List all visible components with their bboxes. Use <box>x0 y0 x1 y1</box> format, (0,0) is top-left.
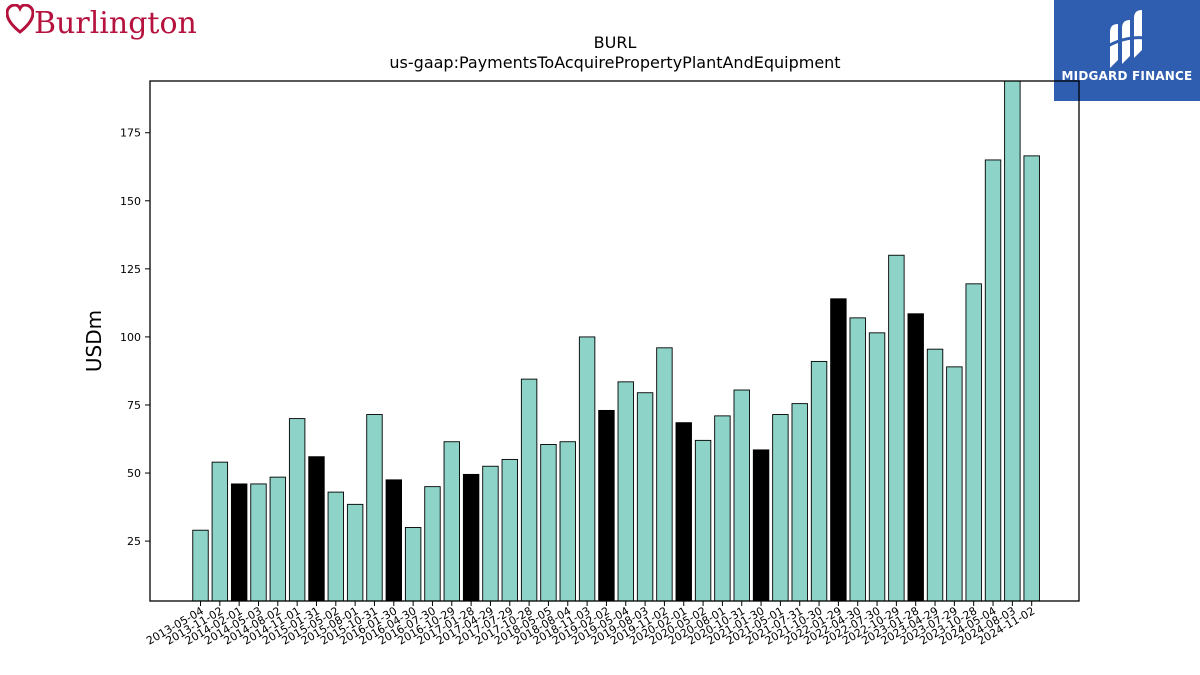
bar-2022-10-29 <box>888 254 905 602</box>
bar-2016-10-29 <box>443 441 460 602</box>
midgard-finance-logo-text: MIDGARD FINANCE <box>1061 69 1193 83</box>
burlington-logo-text: Burlington <box>34 6 197 41</box>
bar-2021-01-30 <box>752 449 770 602</box>
bar-2015-05-02 <box>327 491 345 602</box>
midgard-mark-icon <box>1107 10 1147 68</box>
bar-2021-07-31 <box>791 403 808 602</box>
bar-2021-05-01 <box>772 414 789 602</box>
bar-2019-02-02 <box>598 409 615 602</box>
y-tick-label: 125 <box>120 263 141 276</box>
heart-icon <box>6 4 34 34</box>
bar-2013-11-02 <box>211 461 229 602</box>
y-tick-label: 50 <box>127 467 141 480</box>
bar-2024-11-02 <box>1023 155 1040 602</box>
bar-2018-11-03 <box>578 336 596 602</box>
y-tick-label: 25 <box>127 535 141 548</box>
bar-2023-04-29 <box>926 348 944 602</box>
bar-2015-01-31 <box>308 456 325 602</box>
midgard-finance-logo: MIDGARD FINANCE <box>1054 0 1200 101</box>
bar-2018-08-04 <box>559 441 576 602</box>
y-tick-label: 75 <box>127 399 141 412</box>
bars-group <box>192 80 1040 602</box>
bar-2014-02-01 <box>230 483 248 602</box>
bar-2014-08-02 <box>269 476 287 602</box>
bar-2014-11-01 <box>288 418 306 602</box>
bar-2016-04-30 <box>404 527 422 602</box>
bar-2019-11-02 <box>656 347 673 602</box>
bar-2021-10-30 <box>810 360 828 602</box>
bar-2013-05-04 <box>192 529 209 602</box>
bar-2020-05-02 <box>694 439 712 602</box>
bar-2023-01-28 <box>907 313 924 602</box>
chart-subtitle: us-gaap:PaymentsToAcquirePropertyPlantAn… <box>389 53 840 72</box>
bar-2020-02-01 <box>675 422 692 602</box>
bar-2014-05-03 <box>250 483 267 602</box>
bar-2017-07-29 <box>501 458 518 602</box>
y-tick-label: 100 <box>120 331 141 344</box>
chart-title: BURL <box>594 33 637 52</box>
bar-2017-10-28 <box>520 378 538 602</box>
y-axis-label: USDm <box>82 310 106 372</box>
bar-2015-08-01 <box>346 503 364 602</box>
bar-2022-01-29 <box>830 298 847 602</box>
bar-2015-10-31 <box>366 414 383 602</box>
bar-2019-08-03 <box>636 392 654 602</box>
bar-2023-10-28 <box>965 283 982 602</box>
bar-2016-01-30 <box>385 479 402 602</box>
burlington-logo: Burlington <box>6 4 197 44</box>
bar-2022-07-30 <box>868 332 886 602</box>
bar-2020-08-01 <box>714 415 731 602</box>
plot-area-frame <box>149 80 1080 602</box>
bar-2020-10-31 <box>733 389 750 602</box>
bar-2022-04-30 <box>849 317 866 602</box>
x-axis-ticks: 2013-05-042013-11-022014-02-012014-05-03… <box>144 601 1037 648</box>
y-tick-label: 150 <box>120 195 141 208</box>
bar-2024-05-04 <box>984 159 1002 602</box>
bar-2018-05-05 <box>540 444 557 602</box>
bar-2017-04-29 <box>482 465 499 602</box>
bar-2016-07-30 <box>424 486 441 602</box>
bar-2019-05-04 <box>617 381 634 602</box>
y-tick-label: 175 <box>120 127 141 140</box>
bar-2017-01-28 <box>462 473 480 602</box>
bar-2024-08-03 <box>1004 80 1021 602</box>
y-axis-ticks: 25 50 75 100 125 150 175 <box>120 127 150 548</box>
bar-2023-07-29 <box>946 366 963 602</box>
